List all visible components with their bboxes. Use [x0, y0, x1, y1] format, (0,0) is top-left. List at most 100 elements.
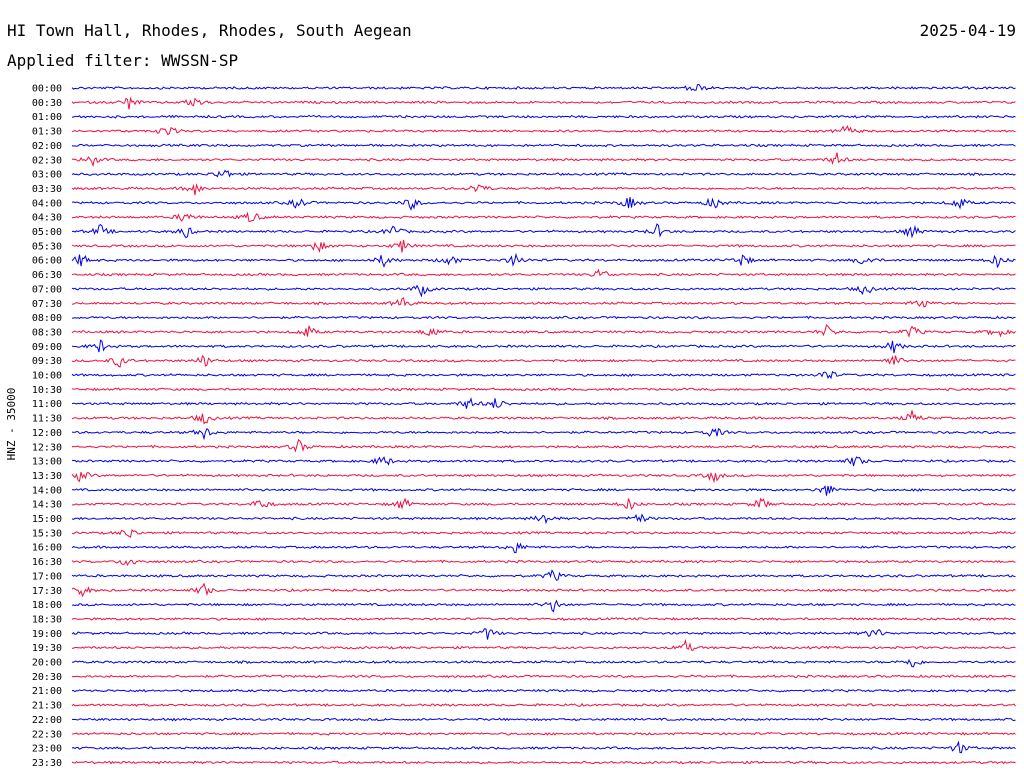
y-axis-label: HNZ - 35000	[5, 388, 18, 461]
trace-0230	[72, 153, 1016, 166]
trace-0300	[72, 171, 1016, 177]
trace-0200	[72, 144, 1016, 146]
station-title: HI Town Hall, Rhodes, Rhodes, South Aege…	[7, 21, 412, 40]
time-label-2300: 23:00	[32, 744, 62, 755]
time-label-1100: 11:00	[32, 399, 62, 410]
trace-1200	[72, 429, 1016, 439]
trace-0000	[72, 84, 1016, 90]
time-label-1030: 10:30	[32, 385, 62, 396]
time-label-1600: 16:00	[32, 543, 62, 554]
time-label-1700: 17:00	[32, 571, 62, 582]
trace-0030	[72, 98, 1016, 109]
time-label-0300: 03:00	[32, 170, 62, 181]
time-label-2000: 20:00	[32, 658, 62, 669]
time-label-0730: 07:30	[32, 299, 62, 310]
trace-2030	[72, 675, 1016, 678]
trace-1630	[72, 560, 1016, 565]
trace-0700	[72, 286, 1016, 296]
time-label-2200: 22:00	[32, 715, 62, 726]
time-label-1000: 10:00	[32, 371, 62, 382]
trace-1500	[72, 515, 1016, 523]
trace-1430	[72, 499, 1016, 509]
time-label-0830: 08:30	[32, 327, 62, 338]
trace-0800	[72, 316, 1016, 319]
time-label-2030: 20:30	[32, 672, 62, 683]
time-label-0530: 05:30	[32, 241, 62, 252]
trace-2100	[72, 690, 1016, 692]
trace-1930	[72, 641, 1016, 651]
time-label-1130: 11:30	[32, 414, 62, 425]
trace-0530	[72, 240, 1016, 253]
trace-0900	[72, 340, 1016, 353]
time-label-2130: 21:30	[32, 701, 62, 712]
trace-0830	[72, 325, 1016, 337]
trace-2330	[72, 761, 1016, 764]
trace-1300	[72, 457, 1016, 466]
trace-2000	[72, 660, 1016, 667]
time-label-2330: 23:30	[32, 758, 62, 769]
time-label-0630: 06:30	[32, 270, 62, 281]
trace-0600	[72, 255, 1016, 267]
time-label-0200: 02:00	[32, 141, 62, 152]
trace-0330	[72, 185, 1016, 195]
time-label-1900: 19:00	[32, 629, 62, 640]
time-label-0100: 01:00	[32, 112, 62, 123]
trace-2300	[72, 742, 1016, 752]
trace-rows: 00:00 00:30 01:00 01:30 02:00 02:30 03:00 03:30…	[32, 84, 1016, 769]
trace-1030	[72, 388, 1016, 391]
filter-label: Applied filter: WWSSN-SP	[7, 51, 238, 70]
time-label-0030: 00:30	[32, 98, 62, 109]
time-label-0700: 07:00	[32, 284, 62, 295]
trace-0500	[72, 224, 1016, 238]
trace-1800	[72, 601, 1016, 612]
time-label-1430: 14:30	[32, 500, 62, 511]
time-label-1230: 12:30	[32, 442, 62, 453]
trace-0130	[72, 126, 1016, 134]
time-label-0900: 09:00	[32, 342, 62, 353]
trace-0930	[72, 356, 1016, 367]
time-label-1500: 15:00	[32, 514, 62, 525]
time-label-1800: 18:00	[32, 600, 62, 611]
time-label-2230: 22:30	[32, 729, 62, 740]
time-label-0500: 05:00	[32, 227, 62, 238]
trace-2130	[72, 704, 1016, 707]
time-label-0130: 01:30	[32, 127, 62, 138]
time-label-1630: 16:30	[32, 557, 62, 568]
trace-1600	[72, 544, 1016, 553]
trace-0400	[72, 197, 1016, 209]
time-label-1530: 15:30	[32, 528, 62, 539]
trace-1230	[72, 440, 1016, 451]
date-label: 2025-04-19	[920, 21, 1016, 40]
time-label-1300: 13:00	[32, 457, 62, 468]
trace-1100	[72, 398, 1016, 408]
trace-0730	[72, 298, 1016, 307]
trace-0100	[72, 115, 1016, 118]
time-label-1830: 18:30	[32, 614, 62, 625]
trace-1900	[72, 629, 1016, 640]
trace-1700	[72, 570, 1016, 580]
trace-1330	[72, 472, 1016, 481]
trace-1400	[72, 486, 1016, 496]
time-label-2100: 21:00	[32, 686, 62, 697]
time-label-0430: 04:30	[32, 213, 62, 224]
time-label-0000: 00:00	[32, 84, 62, 95]
trace-1530	[72, 530, 1016, 537]
time-label-0400: 04:00	[32, 198, 62, 209]
trace-0430	[72, 213, 1016, 221]
time-label-1400: 14:00	[32, 485, 62, 496]
trace-1730	[72, 584, 1016, 596]
time-label-1930: 19:30	[32, 643, 62, 654]
time-label-1330: 13:30	[32, 471, 62, 482]
time-label-0330: 03:30	[32, 184, 62, 195]
trace-1000	[72, 372, 1016, 378]
time-label-1200: 12:00	[32, 428, 62, 439]
time-label-0930: 09:30	[32, 356, 62, 367]
time-label-1730: 17:30	[32, 586, 62, 597]
trace-2230	[72, 733, 1016, 736]
trace-0630	[72, 270, 1016, 276]
trace-1830	[72, 618, 1016, 621]
trace-1130	[72, 410, 1016, 423]
time-label-0600: 06:00	[32, 256, 62, 267]
time-label-0230: 02:30	[32, 155, 62, 166]
